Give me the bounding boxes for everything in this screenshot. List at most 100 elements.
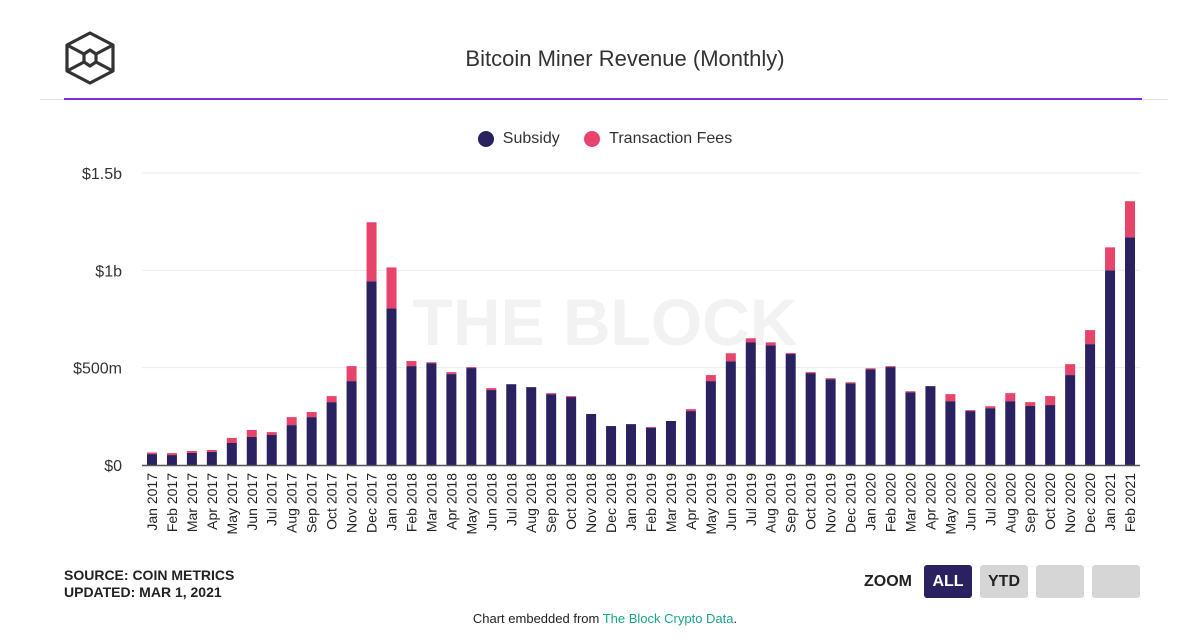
legend-swatch	[584, 131, 601, 147]
x-tick-label: Oct 2018	[563, 473, 579, 530]
x-tick-label: Aug 2019	[763, 473, 779, 533]
bar-transaction-fees	[546, 393, 557, 395]
bar-transaction-fees	[426, 362, 437, 364]
bar-subsidy	[685, 411, 696, 465]
bar-subsidy	[1065, 375, 1076, 465]
legend-item-fees[interactable]: Transaction Fees	[584, 130, 732, 148]
bar-transaction-fees	[725, 353, 736, 362]
legend-item-subsidy[interactable]: Subsidy	[477, 130, 560, 148]
bar-subsidy	[346, 381, 357, 465]
bar-subsidy	[705, 381, 716, 465]
divider	[1142, 99, 1168, 100]
legend-label: Subsidy	[502, 130, 560, 147]
bar-subsidy	[506, 384, 517, 465]
bar-transaction-fees	[805, 372, 816, 374]
x-tick-label: Jul 2018	[503, 473, 519, 526]
bar-transaction-fees	[466, 367, 477, 369]
bar-transaction-fees	[486, 388, 497, 391]
bar-transaction-fees	[386, 267, 397, 309]
x-tick-label: Jun 2019	[723, 473, 739, 531]
x-tick-label: Apr 2017	[204, 473, 220, 530]
bar-transaction-fees	[765, 342, 776, 346]
embed-suffix: .	[733, 611, 738, 626]
zoom-button-4[interactable]	[1092, 565, 1140, 598]
x-tick-label: Feb 2021	[1122, 473, 1138, 532]
x-tick-label: Jan 2018	[384, 473, 400, 531]
bar-subsidy	[186, 452, 197, 465]
bar-subsidy	[905, 392, 916, 465]
bar-subsidy	[765, 345, 776, 465]
bar-transaction-fees	[366, 222, 377, 282]
zoom-label: ZOOM	[864, 572, 912, 590]
zoom-ytd-button[interactable]: YTD	[980, 565, 1028, 598]
x-tick-label: Feb 2018	[403, 473, 419, 532]
bar-transaction-fees	[985, 406, 996, 409]
bar-subsidy	[1025, 406, 1036, 465]
x-tick-label: Apr 2019	[683, 473, 699, 530]
x-tick-label: May 2020	[942, 473, 958, 535]
divider	[40, 99, 64, 100]
bar-subsidy	[1005, 401, 1016, 465]
bar-subsidy	[965, 411, 976, 465]
bar-subsidy	[725, 361, 736, 465]
bar-transaction-fees	[705, 375, 716, 382]
bar-transaction-fees	[1005, 393, 1016, 402]
bar-subsidy	[226, 443, 237, 465]
x-tick-label: May 2017	[224, 473, 240, 535]
bar-subsidy	[865, 369, 876, 465]
bar-subsidy	[945, 401, 956, 465]
x-tick-label: Nov 2020	[1062, 473, 1078, 533]
bar-transaction-fees	[1125, 201, 1136, 238]
bar-transaction-fees	[785, 353, 796, 355]
x-tick-label: Dec 2017	[364, 473, 380, 533]
zoom-button-3[interactable]	[1036, 565, 1084, 598]
x-tick-label: Aug 2018	[523, 473, 539, 533]
bar-transaction-fees	[346, 366, 357, 382]
zoom-all-button[interactable]: ALL	[924, 565, 972, 598]
x-tick-label: Jan 2019	[623, 473, 639, 531]
bar-transaction-fees	[745, 338, 756, 343]
bar-subsidy	[386, 308, 397, 465]
updated-text: UPDATED: MAR 1, 2021	[64, 584, 222, 600]
x-tick-label: Sep 2019	[783, 473, 799, 533]
bar-subsidy	[286, 425, 297, 465]
bar-subsidy	[586, 413, 597, 465]
chart-title: Bitcoin Miner Revenue (Monthly)	[465, 46, 785, 71]
bar-transaction-fees	[965, 410, 976, 412]
bar-subsidy	[1125, 237, 1136, 465]
x-tick-label: Feb 2019	[643, 473, 659, 532]
bar-transaction-fees	[286, 417, 297, 426]
bar-transaction-fees	[146, 452, 157, 455]
x-tick-label: Apr 2018	[443, 473, 459, 530]
bar-subsidy	[845, 383, 856, 465]
bar-transaction-fees	[246, 429, 257, 437]
bar-transaction-fees	[845, 382, 856, 384]
bar-transaction-fees	[406, 361, 417, 367]
bar-subsidy	[1085, 344, 1096, 465]
bar-subsidy	[206, 451, 217, 465]
bar-subsidy	[805, 373, 816, 465]
title-underline	[64, 98, 1142, 100]
x-tick-label: Mar 2019	[663, 473, 679, 532]
bar-subsidy	[166, 455, 177, 465]
x-tick-label: Sep 2020	[1022, 473, 1038, 533]
bar-transaction-fees	[186, 450, 197, 453]
x-tick-label: Dec 2020	[1082, 473, 1098, 533]
the-block-logo	[65, 31, 115, 85]
bar-transaction-fees	[865, 368, 876, 370]
bar-transaction-fees	[645, 427, 656, 429]
bar-subsidy	[985, 408, 996, 465]
bar-subsidy	[446, 374, 457, 465]
embed-link[interactable]: The Block Crypto Data	[602, 611, 734, 626]
bar-subsidy	[326, 402, 337, 465]
embed-note: Chart embedded from The Block Crypto Dat…	[0, 611, 1200, 626]
x-tick-label: Jun 2018	[483, 473, 499, 531]
x-tick-label: Mar 2020	[902, 473, 918, 532]
x-tick-label: Oct 2017	[324, 473, 340, 530]
bar-subsidy	[146, 454, 157, 465]
bar-transaction-fees	[825, 378, 836, 380]
legend-swatch	[477, 131, 494, 147]
bar-subsidy	[606, 426, 617, 465]
bar-subsidy	[825, 379, 836, 465]
